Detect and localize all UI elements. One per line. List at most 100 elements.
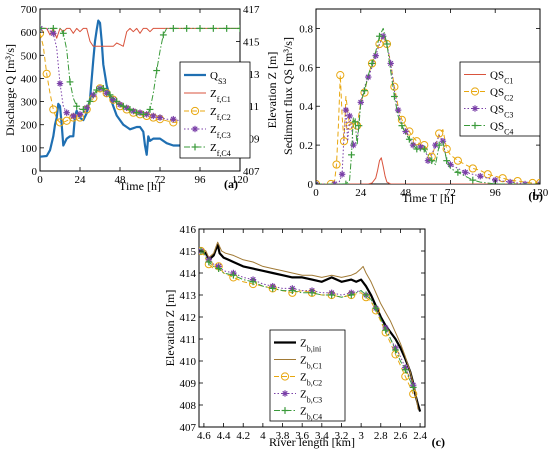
chart-a-series-z-f-c4-point xyxy=(40,25,44,32)
chart-b-series-qs-c3-point xyxy=(424,157,432,164)
chart-b-series-qs-c3-point xyxy=(394,106,402,114)
chart-a-series-z-f-c3-point xyxy=(70,112,77,120)
chart-b-series-qs-c4-point xyxy=(398,122,406,130)
chart-a-legend-item: Zf,C3 xyxy=(184,124,231,140)
chart-c-xlabel: River length [km] xyxy=(269,435,355,449)
chart-a-series-z-f-c3-point xyxy=(150,112,157,120)
chart-c-legend-marker xyxy=(281,407,289,414)
chart-c: 4.6 4.4 4.2 4 3.8 3.6 3.4 3.2 3 2.8 2.6 2.4 407 408 40… xyxy=(163,224,445,449)
chart-b-xtick-label: 96 xyxy=(490,187,502,199)
chart-b-series-qs-c4-point xyxy=(413,145,421,153)
chart-a-series-z-f-c4-point xyxy=(119,102,127,110)
chart-b-series-qs-c2-point xyxy=(412,137,421,146)
chart-c-series-z-b-c4-point xyxy=(215,265,223,272)
chart-b-ytick-label: 0.8 xyxy=(299,23,313,35)
chart-a-series-z-f-c1-line xyxy=(40,27,240,47)
chart-c-series-z-b-c4-point xyxy=(269,285,277,292)
chart-b-series-qs-c4-line xyxy=(316,27,540,184)
chart-c-xtick-label: 2.8 xyxy=(374,430,388,442)
chart-a-series-z-f-c4-point xyxy=(153,67,161,74)
chart-c-series-z-b-c4 xyxy=(199,247,417,391)
chart-a-y2tick-label: 407 xyxy=(243,166,260,178)
chart-a-series-q-s3-line xyxy=(40,19,240,158)
chart-c-ylabel: Elevation Z [m] xyxy=(163,290,177,367)
chart-a-series-z-f-c3-point xyxy=(63,109,70,116)
chart-b-series-qs-c2-point xyxy=(435,129,444,138)
chart-b-xlabel: Time T [h] xyxy=(402,191,454,205)
chart-a-series-z-f-c2-point xyxy=(49,105,58,114)
chart-a-xtick-label: 24 xyxy=(75,174,87,186)
chart-c-series-z-b-c4-point xyxy=(409,384,417,391)
chart-a-series-z-f-c4-point xyxy=(159,31,167,39)
chart-a-ylabel: Discharge Q [m³/s] xyxy=(3,44,17,136)
chart-c-ytick-label: 408 xyxy=(180,400,197,412)
chart-c-ytick-label: 414 xyxy=(180,268,197,280)
chart-a-ytick-label: 100 xyxy=(21,143,38,155)
chart-c-xtick-label: 3.2 xyxy=(335,430,349,442)
chart-c-xtick-label: 2.6 xyxy=(394,430,408,442)
chart-a-series-z-f-c4-point xyxy=(59,29,67,37)
chart-b-xtick-label: 72 xyxy=(445,187,456,199)
chart-b-series-qs-c2-point xyxy=(339,137,349,146)
chart-c-xtick-label: 4.4 xyxy=(217,430,231,442)
chart-a-series-z-f-c4-point xyxy=(223,25,231,32)
chart-a-xtick-label: 96 xyxy=(195,174,207,186)
chart-b-series-qs-c2 xyxy=(316,35,540,184)
chart-b-series-qs-c4-point xyxy=(368,60,376,67)
chart-b-ytick-label: 0 xyxy=(308,179,314,191)
chart-c-series-z-b-c4-point xyxy=(328,291,336,299)
chart-a-ytick-label: 600 xyxy=(21,27,38,39)
chart-a-series-z-f-c4-point xyxy=(73,102,81,110)
chart-c-series-z-b-c4-line xyxy=(200,250,414,388)
chart-a-series-z-f-c4-point xyxy=(99,84,107,92)
chart-c-legend-marker xyxy=(281,390,289,397)
chart-a-series-z-f-c1 xyxy=(40,27,240,47)
chart-a-series-z-f-c4-point xyxy=(93,86,101,94)
chart-a-xtick-label: 120 xyxy=(232,174,249,186)
chart-a-series-z-f-c4-point xyxy=(196,25,204,32)
chart-b-legend-marker xyxy=(471,105,479,112)
chart-b-series-qs-c3-point xyxy=(462,169,469,176)
chart-c-series-z-b-c4-point xyxy=(229,271,237,279)
chart-b-series-qs-c4-point xyxy=(428,157,436,165)
chart-c-ytick-label: 413 xyxy=(180,290,197,302)
chart-b-series-qs-c3-point xyxy=(387,60,394,67)
chart-a-xtick-label: 0 xyxy=(37,174,43,186)
chart-b-ytick-label: 0.2 xyxy=(299,140,313,152)
chart-c-xtick-label: 3.8 xyxy=(276,430,290,442)
chart-b-series-qs-c4-point xyxy=(351,118,359,126)
chart-a-series-z-f-c4 xyxy=(40,25,240,118)
chart-c-series-z-b-c4-point xyxy=(392,346,399,354)
chart-c-series-z-b-c1-line xyxy=(200,241,419,410)
chart-b-series-qs-c3-point xyxy=(432,141,439,149)
chart-c-series-z-b-c4-point xyxy=(288,287,296,294)
chart-c-ytick-label: 415 xyxy=(180,246,197,258)
chart-b-series-qs-c2-point xyxy=(498,174,507,183)
chart-b-series-qs-c4-point xyxy=(383,40,391,48)
chart-b-series-qs-c2-point xyxy=(442,144,451,154)
chart-b-ylabel: Sediment flux QS [m³/s] xyxy=(281,37,295,155)
chart-a-y2tick-label: 417 xyxy=(243,4,260,16)
chart-b-xtick-label: 48 xyxy=(400,187,412,199)
chart-a-ytick-label: 500 xyxy=(21,50,38,62)
chart-c-xtick-label: 2.4 xyxy=(413,430,427,442)
chart-c-panel-label: (c) xyxy=(432,435,445,449)
chart-c-xtick-label: 4.6 xyxy=(197,430,211,442)
chart-c-ytick-label: 412 xyxy=(180,312,197,324)
chart-b-xtick-label: 0 xyxy=(313,187,319,199)
chart-b-series-qs-c3-point xyxy=(477,173,484,180)
chart-b-series-qs-c3-point xyxy=(331,180,338,184)
chart-c-series-z-b-ini-line xyxy=(200,243,422,412)
chart-b-series-qs-c2-point xyxy=(367,59,377,68)
chart-a-series-z-f-c3-point xyxy=(83,104,90,112)
chart-c-legend-marker xyxy=(280,372,290,381)
chart-a-series-z-f-c2-point xyxy=(42,69,51,78)
chart-a-xtick-label: 72 xyxy=(155,174,166,186)
chart-c-xtick-label: 4.2 xyxy=(236,430,250,442)
chart-b-series-qs-c3-point xyxy=(521,180,529,184)
chart-a-series-z-f-c3-point xyxy=(56,80,64,87)
chart-c-series-z-b-ini xyxy=(200,243,422,412)
chart-b-series-qs-c4-point xyxy=(405,135,413,143)
chart-b-series-qs-c4-point xyxy=(454,168,462,176)
chart-a-series-z-f-c4-point xyxy=(139,110,147,118)
